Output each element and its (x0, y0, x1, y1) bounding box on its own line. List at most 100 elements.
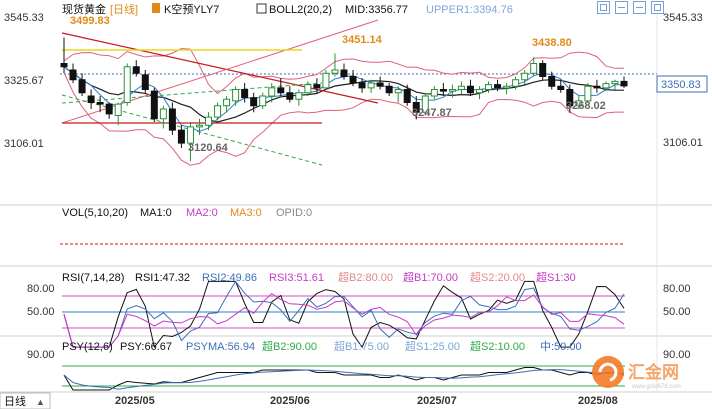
candle-body (214, 105, 222, 118)
candle-body (304, 84, 312, 94)
candle-body (349, 76, 357, 84)
psy-b1: 超B1:75.00 (334, 339, 389, 353)
candle-body (295, 92, 303, 100)
candle-body (114, 103, 122, 116)
candle-body (205, 116, 213, 126)
psy-mid: 中:50.00 (540, 340, 582, 353)
x-label-1: 2025/05 (115, 395, 155, 407)
period-button-label: 日线 (4, 394, 26, 408)
annotation-high-3: 3438.80 (532, 37, 572, 49)
rsi-s2: 超S2:20.00 (470, 270, 525, 284)
watermark-logo-icon (592, 356, 624, 388)
rsi-tick-left-80: 80.00 (27, 283, 55, 295)
candle-body (575, 100, 583, 107)
period-button[interactable] (0, 392, 51, 409)
vol-ma1: MA1:0 (140, 207, 172, 219)
candle-body (403, 89, 411, 103)
candle-body (186, 126, 194, 144)
candle-body (340, 69, 348, 77)
candle-body (548, 76, 556, 87)
candle-body (69, 69, 77, 81)
rsi-b1: 超B1:70.00 (403, 270, 458, 284)
candle-body (105, 103, 113, 115)
candle-body (78, 79, 86, 94)
candle-body (602, 83, 610, 89)
candle-body (177, 129, 185, 144)
candle-body (475, 89, 483, 94)
candle-body (376, 82, 384, 87)
rsi-rsi2: RSI2:49.86 (202, 272, 257, 284)
header-symbol: 现货黄金 (62, 2, 106, 16)
candle-body (358, 82, 366, 89)
candle-body (593, 85, 601, 89)
candle-body (250, 97, 258, 107)
y-tick-right-1: 3545.33 (663, 12, 703, 24)
candle-body (60, 63, 68, 68)
psy-tick-left-90: 90.00 (27, 349, 55, 361)
annotation-high-1: 3499.83 (70, 15, 110, 27)
candle-body (557, 85, 565, 90)
header-period: [日线] (110, 2, 138, 16)
psy-ma: PSYMA:56.94 (186, 341, 255, 353)
period-dropdown-icon: ▲ (36, 397, 45, 407)
candle-body (241, 89, 249, 99)
rsi-tick-left-50: 50.00 (27, 306, 55, 318)
candle-body (394, 89, 402, 94)
candlesticks (60, 37, 628, 161)
header-boll: BOLL2(20,2) (269, 4, 332, 16)
boll-lower-line (63, 72, 624, 166)
candle-body (385, 85, 393, 94)
candle-body (430, 89, 438, 97)
candle-icon (152, 3, 160, 13)
psy-s2: 超S2:10.00 (470, 339, 525, 353)
y-tick-left-3: 3106.01 (4, 138, 44, 150)
annotation-high-2: 3451.14 (342, 34, 383, 46)
candle-body (141, 74, 149, 90)
candle-body (331, 69, 339, 74)
watermark-url: www.gold678.com (631, 384, 681, 390)
x-label-3: 2025/07 (417, 395, 457, 407)
candle-body (539, 63, 547, 77)
vol-label: VOL(5,10,20) (62, 207, 128, 219)
rsi-lines (63, 280, 625, 349)
x-label-2: 2025/06 (270, 395, 310, 407)
watermark-logo-mark (598, 362, 618, 382)
candle-body (485, 84, 493, 90)
candle-body (286, 92, 294, 100)
trend-line-red-down (61, 32, 379, 104)
header-indicator: K空预YLY7 (164, 2, 219, 16)
candle-body (132, 66, 140, 74)
candle-body (494, 84, 502, 89)
candle-body (584, 85, 592, 102)
zoom-out-icon[interactable] (615, 1, 628, 14)
grid-layout-icon[interactable] (597, 1, 610, 14)
candle-body (195, 124, 203, 128)
candle-body (521, 72, 529, 81)
watermark-text: 汇金网 (628, 362, 679, 382)
rsi3-line (63, 292, 625, 348)
candle-body (168, 108, 176, 131)
psy-value: PSY:66.67 (120, 341, 172, 353)
candle-body (277, 87, 285, 94)
boll-icon (256, 3, 267, 14)
psy-lines (63, 367, 625, 391)
settings-icon[interactable] (651, 1, 664, 14)
boll-upper-line (63, 47, 625, 95)
zoom-in-icon[interactable] (633, 1, 646, 14)
candle-body (421, 95, 429, 113)
candle-body (223, 98, 231, 107)
psy-label: PSY(12,6) (62, 341, 113, 353)
annotation-low-3: 3120.64 (188, 142, 229, 154)
y-tick-right-3: 3106.01 (663, 137, 703, 149)
vol-opid: OPID:0 (276, 207, 312, 219)
header-mid: MID:3356.77 (345, 4, 408, 16)
candle-body (123, 66, 131, 103)
candle-body (232, 89, 240, 102)
annotation-low-1: 3247.87 (412, 107, 452, 119)
candle-body (448, 89, 456, 92)
y-tick-left-2: 3325.67 (4, 75, 44, 87)
header-upper: UPPER1:3394.76 (426, 4, 513, 16)
candle-body (259, 95, 267, 107)
psy-s1: 超S1:25.00 (405, 339, 460, 353)
